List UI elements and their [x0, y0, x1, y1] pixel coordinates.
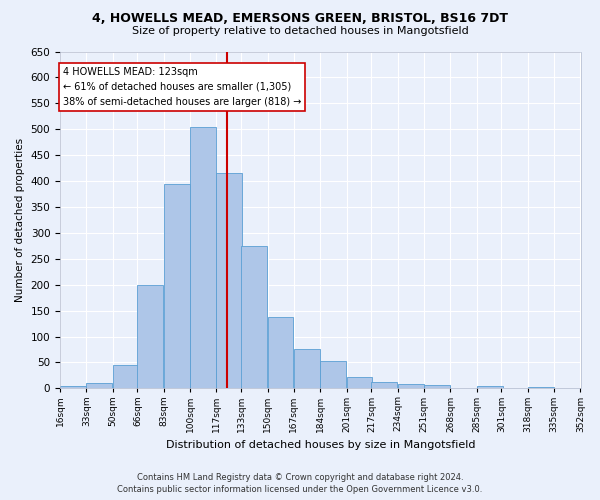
Bar: [424, 384, 450, 388]
Bar: [217, 174, 242, 388]
Bar: [86, 383, 112, 388]
Bar: [320, 362, 346, 388]
Y-axis label: Number of detached properties: Number of detached properties: [15, 138, 25, 302]
Text: Size of property relative to detached houses in Mangotsfield: Size of property relative to detached ho…: [131, 26, 469, 36]
X-axis label: Distribution of detached houses by size in Mangotsfield: Distribution of detached houses by size …: [166, 440, 475, 450]
Bar: [347, 377, 373, 388]
Text: 4 HOWELLS MEAD: 123sqm
← 61% of detached houses are smaller (1,305)
38% of semi-: 4 HOWELLS MEAD: 123sqm ← 61% of detached…: [63, 67, 302, 106]
Bar: [60, 386, 86, 388]
Bar: [528, 387, 554, 388]
Bar: [294, 350, 320, 389]
Bar: [164, 184, 190, 388]
Bar: [113, 365, 139, 388]
Text: Contains HM Land Registry data © Crown copyright and database right 2024.
Contai: Contains HM Land Registry data © Crown c…: [118, 472, 482, 494]
Bar: [268, 317, 293, 388]
Text: 4, HOWELLS MEAD, EMERSONS GREEN, BRISTOL, BS16 7DT: 4, HOWELLS MEAD, EMERSONS GREEN, BRISTOL…: [92, 12, 508, 26]
Bar: [398, 384, 424, 388]
Bar: [371, 382, 397, 388]
Bar: [241, 246, 267, 388]
Bar: [137, 284, 163, 389]
Bar: [477, 386, 503, 388]
Bar: [190, 126, 216, 388]
